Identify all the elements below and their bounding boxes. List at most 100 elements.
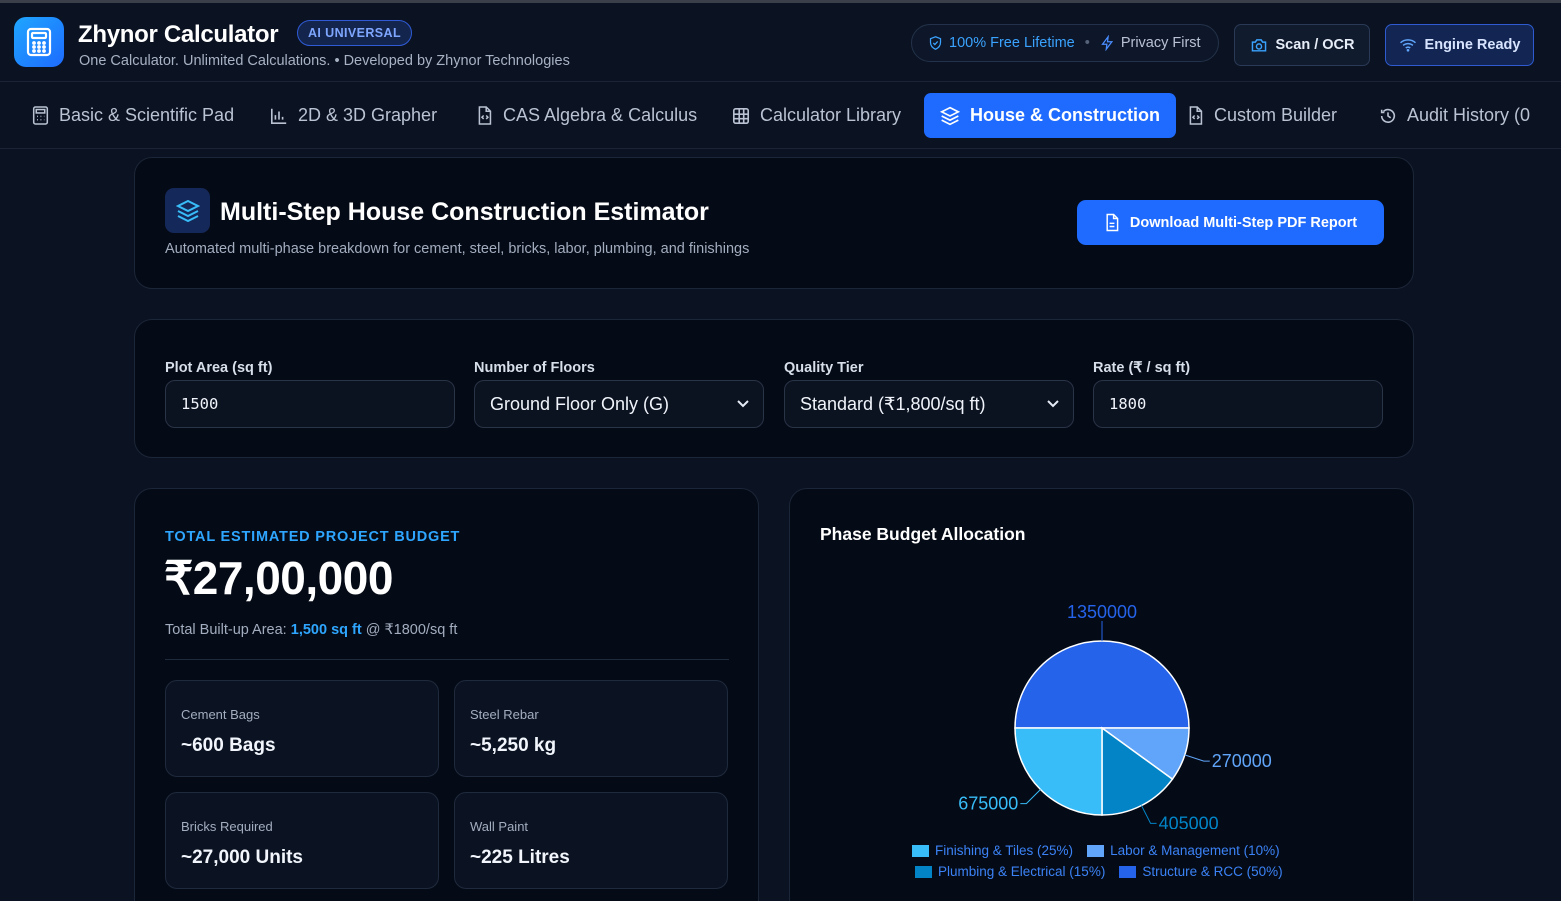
legend-label: Finishing & Tiles (25%) — [935, 843, 1074, 858]
tab-label: CAS Algebra & Calculus — [503, 105, 698, 125]
chevron-down-icon — [737, 400, 749, 408]
plot-area-value: 1500 — [181, 395, 219, 413]
tab-custom-builder[interactable]: Custom Builder — [1179, 93, 1345, 138]
stat-label: Bricks Required — [181, 819, 273, 834]
pie-leader-line — [1184, 754, 1210, 762]
pie-slice[interactable] — [1101, 726, 1174, 816]
main-tab-bar: Basic & Scientific Pad 2D & 3D Grapher C… — [0, 83, 1561, 149]
chart-title: Phase Budget Allocation — [820, 524, 1026, 544]
area-suffix: @ ₹1800/sq ft — [361, 622, 458, 638]
phase-budget-chart-card: Phase Budget Allocation 1350000 270000 405… — [789, 488, 1414, 901]
chevron-down-icon — [1047, 400, 1059, 408]
floors-label: Number of Floors — [474, 360, 595, 376]
legend-label: Labor & Management (10%) — [1110, 843, 1280, 858]
engine-ready-button[interactable]: Engine Ready — [1385, 24, 1534, 66]
stat-value: ~225 Litres — [470, 847, 570, 868]
quality-field: Quality Tier Standard (₹1,800/sq ft) — [784, 360, 1074, 428]
floors-field: Number of Floors Ground Floor Only (G) — [474, 360, 764, 428]
ai-universal-badge: AI UNIVERSAL — [297, 20, 413, 46]
feature-pill: 100% Free Lifetime • Privacy First — [911, 24, 1219, 62]
estimator-subtitle: Automated multi-phase breakdown for ceme… — [165, 241, 750, 257]
floors-value: Ground Floor Only (G) — [490, 393, 670, 414]
plot-area-input[interactable]: 1500 — [165, 380, 455, 428]
scan-ocr-label: Scan / OCR — [1275, 37, 1355, 53]
lightning-icon — [1101, 35, 1113, 51]
pie-value-label: 405000 — [1159, 813, 1219, 829]
estimator-header-card: Multi-Step House Construction Estimator … — [134, 157, 1414, 289]
legend-swatch — [912, 844, 929, 857]
rate-input[interactable]: 1800 — [1093, 380, 1383, 428]
tab-calculator-library[interactable]: Calculator Library — [724, 93, 909, 138]
tab-label: House & Construction — [970, 105, 1161, 125]
budget-card: TOTAL ESTIMATED PROJECT BUDGET ₹27,00,00… — [134, 488, 759, 901]
engine-ready-label: Engine Ready — [1424, 37, 1521, 53]
stat-label: Steel Rebar — [470, 707, 539, 722]
legend-label: Structure & RCC (50%) — [1142, 864, 1283, 879]
tab-cas-algebra[interactable]: CAS Algebra & Calculus — [468, 93, 705, 138]
tab-label: Audit History (0 — [1407, 105, 1531, 125]
plot-area-field: Plot Area (sq ft) 1500 — [165, 360, 455, 428]
estimator-title: Multi-Step House Construction Estimator — [220, 198, 709, 226]
free-lifetime-tag: 100% Free Lifetime — [928, 35, 1075, 51]
bar-chart-icon — [270, 108, 287, 124]
download-pdf-button[interactable]: Download Multi-Step PDF Report — [1077, 200, 1384, 245]
shield-check-icon — [929, 36, 942, 50]
quality-value: Standard (₹1,800/sq ft) — [800, 393, 986, 414]
stat-paint: Wall Paint ~225 Litres — [454, 792, 728, 889]
pie-value-label: 675000 — [958, 794, 1018, 814]
legend-swatch — [1119, 865, 1137, 878]
camera-icon — [1251, 39, 1266, 52]
stat-bricks: Bricks Required ~27,000 Units — [165, 792, 439, 889]
calculator-logo-icon — [14, 17, 64, 67]
legend-swatch — [915, 865, 932, 878]
stat-value: ~27,000 Units — [181, 847, 303, 868]
tab-basic-scientific[interactable]: Basic & Scientific Pad — [24, 93, 242, 138]
legend-row: Plumbing & Electrical (15%) Structure & R… — [915, 864, 1297, 879]
floors-select[interactable]: Ground Floor Only (G) — [474, 380, 764, 428]
legend-row: Finishing & Tiles (25%) Labor & Managemen… — [912, 843, 1294, 858]
tab-label: Calculator Library — [760, 105, 902, 125]
rate-value: 1800 — [1109, 395, 1147, 413]
budget-label: TOTAL ESTIMATED PROJECT BUDGET — [165, 529, 461, 545]
tab-grapher[interactable]: 2D & 3D Grapher — [262, 93, 445, 138]
rate-label: Rate (₹ / sq ft) — [1093, 360, 1191, 376]
legend-swatch — [1087, 844, 1105, 857]
tab-audit-history[interactable]: Audit History (0 — [1371, 93, 1538, 138]
stat-label: Cement Bags — [181, 707, 260, 722]
file-code-icon — [478, 106, 492, 125]
app-title: Zhynor Calculator — [78, 21, 279, 48]
pie-value-label: 270000 — [1212, 751, 1272, 771]
rate-field: Rate (₹ / sq ft) 1800 — [1093, 360, 1383, 428]
history-icon — [1380, 108, 1396, 123]
plot-area-label: Plot Area (sq ft) — [165, 360, 273, 376]
budget-total: ₹27,00,000 — [164, 552, 393, 604]
legend-item[interactable]: Labor & Management (10%) — [1087, 843, 1280, 858]
window-top-edge — [0, 0, 1561, 3]
stat-value: ~5,250 kg — [470, 735, 557, 756]
pie-value-label: 1350000 — [1067, 602, 1137, 622]
legend-item[interactable]: Structure & RCC (50%) — [1119, 864, 1283, 879]
tab-house-construction[interactable]: House & Construction — [924, 93, 1177, 138]
stat-cement: Cement Bags ~600 Bags — [165, 680, 439, 777]
calculator-icon — [32, 106, 49, 125]
app-subtitle: One Calculator. Unlimited Calculations. … — [79, 53, 570, 69]
pie-leader-line — [1141, 805, 1157, 824]
quality-select[interactable]: Standard (₹1,800/sq ft) — [784, 380, 1074, 428]
legend-item[interactable]: Finishing & Tiles (25%) — [912, 843, 1073, 858]
app-header: Zhynor Calculator AI UNIVERSAL One Calcu… — [0, 3, 1561, 82]
pie-slice[interactable] — [1014, 640, 1190, 729]
privacy-label: Privacy First — [1120, 35, 1201, 51]
grid-icon — [732, 107, 750, 124]
area-value: 1,500 sq ft — [290, 622, 362, 638]
wifi-icon — [1399, 39, 1416, 52]
area-prefix: Total Built-up Area: — [165, 622, 291, 638]
layers-icon — [165, 188, 210, 233]
stat-steel: Steel Rebar ~5,250 kg — [454, 680, 728, 777]
budget-divider — [165, 659, 729, 660]
tab-label: 2D & 3D Grapher — [298, 105, 438, 125]
stat-label: Wall Paint — [470, 819, 529, 834]
scan-ocr-button[interactable]: Scan / OCR — [1234, 24, 1370, 66]
legend-item[interactable]: Plumbing & Electrical (15%) — [915, 864, 1105, 879]
built-up-area-line: Total Built-up Area: 1,500 sq ft @ ₹1800… — [165, 622, 457, 638]
download-pdf-label: Download Multi-Step PDF Report — [1129, 214, 1358, 231]
